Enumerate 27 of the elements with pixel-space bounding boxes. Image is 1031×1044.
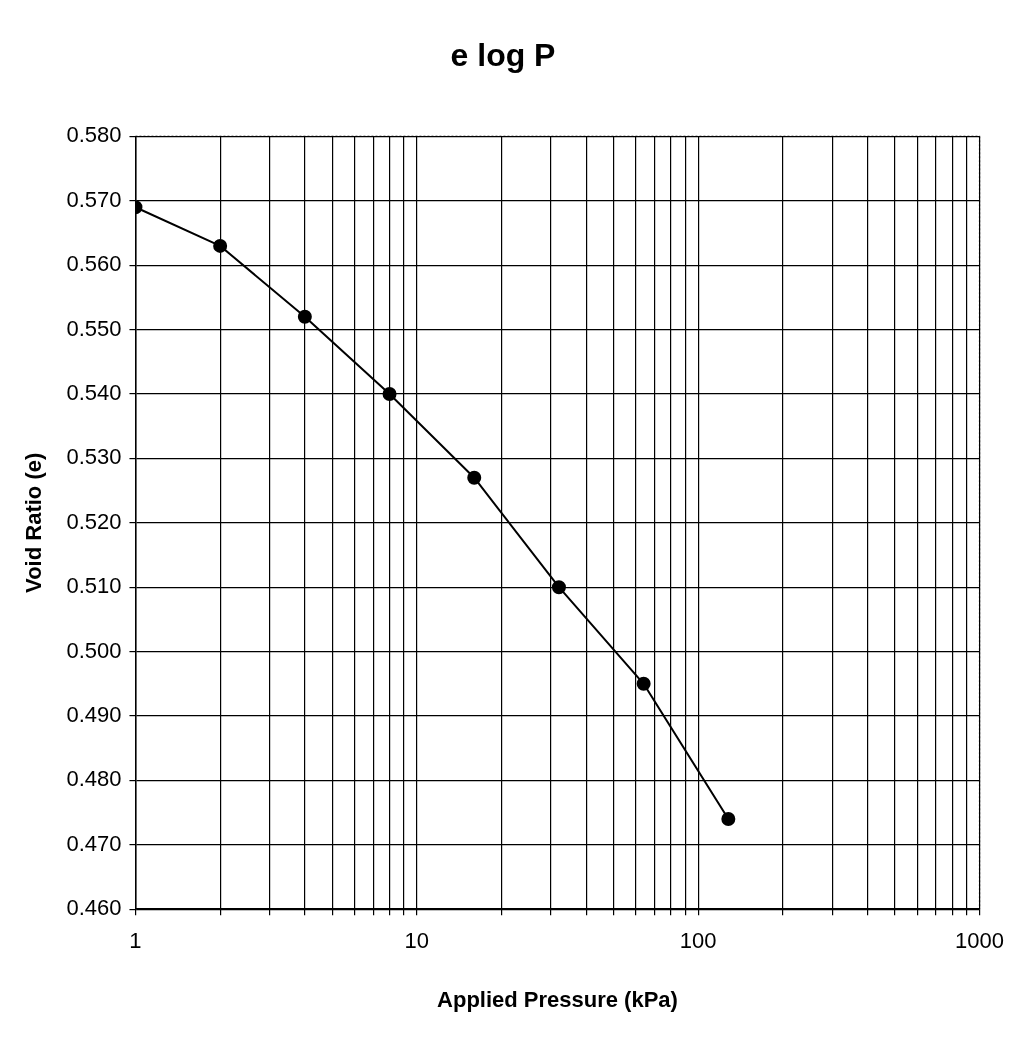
y-axis-title: Void Ratio (e) (21, 452, 47, 593)
y-tick-label: 0.480 (66, 766, 122, 792)
y-tick-label: 0.570 (66, 186, 122, 212)
point (721, 812, 736, 827)
y-tick-label: 0.520 (66, 508, 122, 534)
y-tick-label: 0.470 (66, 830, 122, 856)
x-tick-label: 1 (129, 928, 142, 954)
y-tick-label: 0.500 (66, 637, 122, 663)
point (551, 580, 566, 595)
x-tick-label: 10 (404, 928, 430, 954)
point (636, 676, 651, 691)
y-tick-label: 0.540 (66, 380, 122, 406)
x-axis-title: Applied Pressure (kPa) (437, 986, 678, 1012)
x-tick-label: 100 (679, 928, 717, 954)
point (297, 309, 312, 324)
y-tick-label: 0.530 (66, 444, 122, 470)
y-tick-label: 0.460 (66, 895, 122, 921)
y-tick-label: 0.490 (66, 702, 122, 728)
chart-title: e log P (450, 37, 556, 74)
y-tick-label: 0.580 (66, 122, 122, 148)
point (213, 238, 228, 253)
point (467, 470, 482, 485)
point (382, 387, 397, 401)
y-tick-label: 0.550 (66, 315, 122, 341)
y-tick-label: 0.560 (66, 251, 122, 277)
y-tick-label: 0.510 (66, 573, 122, 599)
x-tick-label: 1000 (955, 928, 1005, 954)
